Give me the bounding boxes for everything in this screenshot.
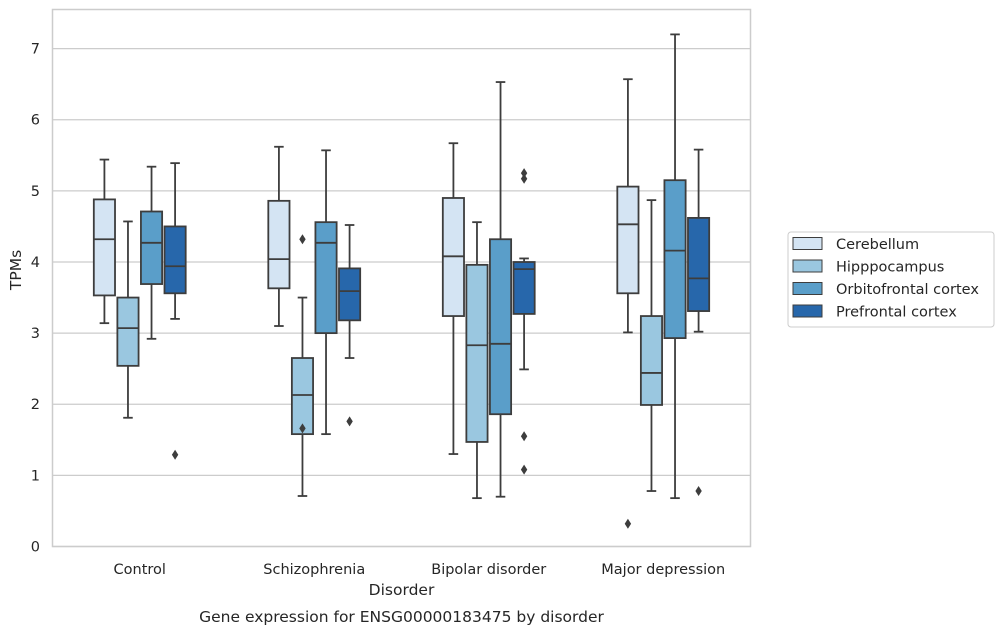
box-prefrontal-cortex — [163, 162, 187, 460]
box-orbitofrontal-cortex — [663, 33, 687, 500]
box-orbitofrontal-cortex — [314, 149, 338, 436]
outlier-point — [695, 486, 702, 497]
outlier-point — [520, 431, 528, 442]
chart-title: Gene expression for ENSG00000183475 by d… — [199, 608, 604, 626]
x-tick-label: Major depression — [601, 562, 725, 578]
iqr-box — [267, 199, 291, 290]
iqr-box — [639, 315, 663, 406]
box-hipppocampus — [290, 234, 314, 497]
outlier-point — [299, 234, 306, 245]
outlier-point — [299, 423, 306, 434]
iqr-box — [314, 221, 338, 335]
iqr-box — [116, 296, 140, 367]
box-cerebellum — [441, 142, 465, 455]
outlier-point — [520, 168, 528, 179]
y-tick-label: 1 — [31, 468, 40, 484]
box-orbitofrontal-cortex — [489, 81, 513, 498]
iqr-box — [290, 357, 314, 436]
outlier-point — [520, 173, 528, 184]
y-tick-label: 4 — [31, 255, 40, 271]
iqr-box — [92, 198, 116, 297]
iqr-box — [163, 225, 187, 295]
x-tick-label: Bipolar disorder — [431, 562, 546, 578]
iqr-box — [687, 216, 711, 312]
box-prefrontal-cortex — [512, 168, 536, 475]
legend-swatch — [792, 237, 823, 250]
box-hipppocampus — [116, 220, 140, 419]
y-tick-label: 7 — [31, 42, 40, 58]
box-cerebellum — [616, 78, 640, 529]
legend-label: Cerebellum — [836, 237, 919, 253]
outlier-point — [520, 464, 528, 475]
x-tick-label: Control — [114, 562, 166, 578]
box-orbitofrontal-cortex — [140, 165, 164, 340]
legend-label: Prefrontal cortex — [836, 305, 957, 321]
y-tick-label: 3 — [31, 326, 40, 342]
box-prefrontal-cortex — [338, 224, 362, 427]
legend-label: Orbitofrontal cortex — [836, 282, 979, 298]
box-prefrontal-cortex — [687, 148, 711, 497]
y-tick-label: 0 — [31, 540, 40, 556]
legend-swatch — [792, 304, 823, 318]
outlier-point — [624, 518, 632, 529]
y-tick-label: 6 — [31, 113, 40, 129]
iqr-box — [512, 261, 536, 315]
y-tick-label: 5 — [31, 184, 40, 200]
box-cerebellum — [92, 158, 116, 325]
iqr-box — [338, 267, 362, 322]
outlier-point — [346, 416, 353, 427]
x-axis-ticks: Control Schizophrenia Bipolar disorder Majo… — [114, 562, 726, 578]
legend: Cerebellum Hipppocampus Orbitofrontal cort… — [787, 231, 995, 328]
iqr-box — [465, 263, 489, 443]
iqr-box — [616, 185, 640, 295]
x-tick-label: Schizophrenia — [263, 562, 365, 578]
plot-area-frame — [51, 8, 752, 548]
iqr-box — [140, 210, 164, 285]
outlier-point — [171, 449, 179, 460]
legend-swatch — [792, 282, 823, 295]
iqr-box — [489, 238, 513, 416]
box-cerebellum — [267, 145, 291, 327]
boxes — [92, 33, 711, 529]
legend-label: Hipppocampus — [836, 260, 944, 276]
iqr-box — [663, 179, 687, 340]
y-axis-ticks: 0 1 2 3 4 5 6 7 — [31, 42, 40, 556]
x-axis-label: Disorder — [369, 581, 435, 599]
grid-lines — [52, 48, 751, 548]
y-tick-label: 2 — [31, 397, 40, 413]
legend-frame — [787, 231, 995, 328]
box-hipppocampus — [639, 199, 663, 492]
y-axis-label: TPMs — [7, 250, 25, 291]
box-hipppocampus — [465, 221, 489, 500]
legend-swatch — [792, 259, 823, 273]
